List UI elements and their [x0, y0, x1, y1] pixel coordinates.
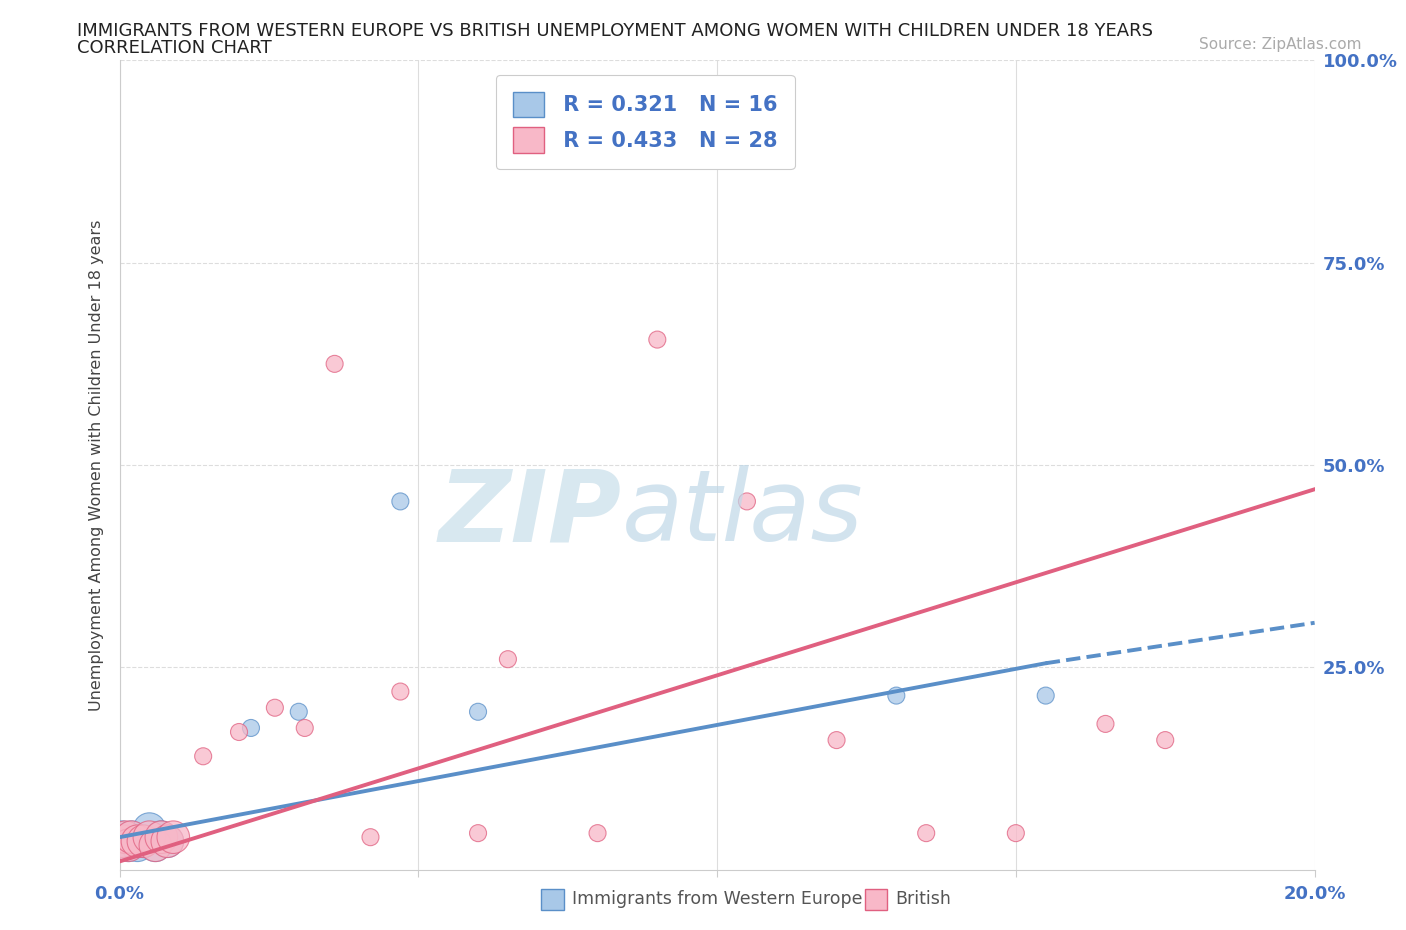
Text: CORRELATION CHART: CORRELATION CHART — [77, 39, 273, 57]
Point — [114, 834, 136, 849]
Point — [825, 733, 848, 748]
Point — [886, 688, 908, 703]
Point — [239, 721, 263, 736]
Point — [467, 704, 489, 719]
Point — [138, 830, 160, 844]
Point — [162, 830, 184, 844]
Point — [294, 721, 316, 736]
Point — [647, 332, 669, 347]
Point — [127, 838, 149, 853]
Point — [156, 834, 179, 849]
Point — [586, 826, 609, 841]
Point — [114, 830, 136, 844]
Point — [288, 704, 311, 719]
Point — [323, 356, 346, 371]
Point — [132, 834, 155, 849]
Point — [1035, 688, 1057, 703]
Text: atlas: atlas — [621, 465, 863, 562]
Point — [150, 830, 173, 844]
Point — [191, 749, 215, 764]
Point — [1094, 716, 1116, 731]
Point — [389, 494, 412, 509]
Point — [150, 830, 173, 844]
Point — [496, 652, 519, 667]
Point — [121, 830, 143, 844]
Point — [735, 494, 758, 509]
Point — [1005, 826, 1028, 841]
Y-axis label: Unemployment Among Women with Children Under 18 years: Unemployment Among Women with Children U… — [89, 219, 104, 711]
Point — [156, 834, 179, 849]
Text: ZIP: ZIP — [439, 465, 621, 562]
Legend:  R = 0.321   N = 16,  R = 0.433   N = 28: R = 0.321 N = 16, R = 0.433 N = 28 — [496, 75, 794, 169]
Point — [1154, 733, 1177, 748]
Text: Immigrants from Western Europe: Immigrants from Western Europe — [572, 890, 863, 909]
Point — [389, 684, 412, 699]
Point — [127, 834, 149, 849]
Point — [145, 838, 166, 853]
Point — [467, 826, 489, 841]
Text: IMMIGRANTS FROM WESTERN EUROPE VS BRITISH UNEMPLOYMENT AMONG WOMEN WITH CHILDREN: IMMIGRANTS FROM WESTERN EUROPE VS BRITIS… — [77, 22, 1153, 40]
Point — [117, 838, 139, 853]
Point — [111, 834, 134, 849]
Point — [132, 834, 155, 849]
Point — [138, 822, 160, 837]
Point — [228, 724, 250, 739]
Point — [117, 838, 139, 853]
Point — [915, 826, 938, 841]
Text: British: British — [896, 890, 952, 909]
Point — [121, 830, 143, 844]
Point — [145, 838, 166, 853]
Point — [360, 830, 382, 844]
Point — [111, 830, 134, 844]
Text: Source: ZipAtlas.com: Source: ZipAtlas.com — [1198, 37, 1361, 52]
Point — [264, 700, 287, 715]
